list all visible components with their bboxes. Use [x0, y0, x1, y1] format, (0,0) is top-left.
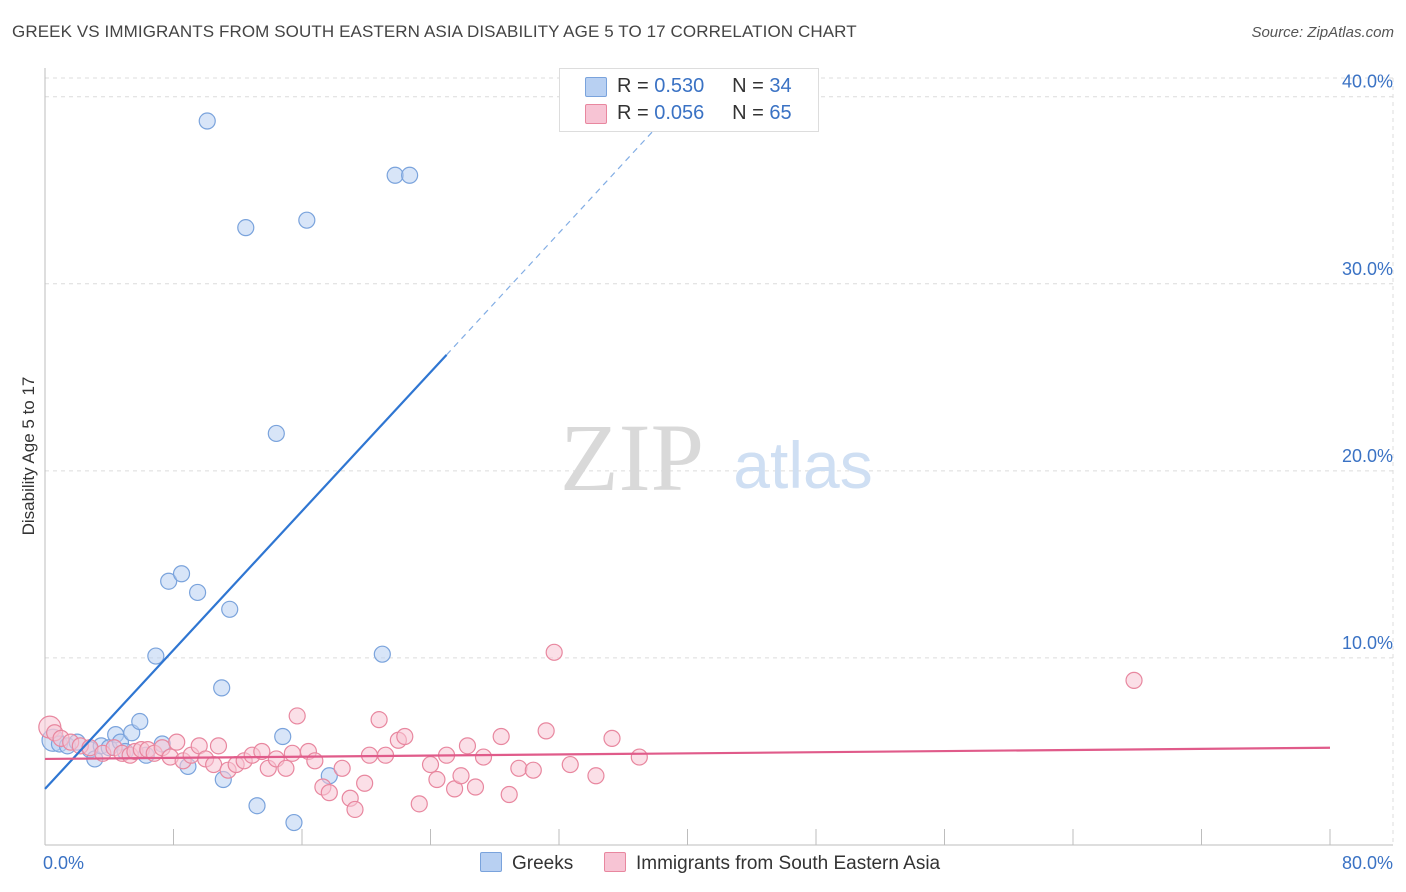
- immigrants-point: [510, 759, 528, 777]
- immigrants-point: [421, 755, 440, 774]
- immigrants-point: [466, 778, 485, 796]
- chart-title: GREEK VS IMMIGRANTS FROM SOUTH EASTERN A…: [12, 22, 857, 41]
- greeks-point: [386, 166, 404, 184]
- watermark-atlas: atlas: [733, 428, 872, 502]
- y-axis-label: Disability Age 5 to 17: [19, 377, 38, 536]
- greeks-point: [131, 712, 149, 731]
- legend-immigrants-r: 0.056: [654, 102, 705, 124]
- y-tick-label: 10.0%: [1342, 633, 1393, 653]
- y-tick-label: 30.0%: [1342, 259, 1393, 279]
- legend-greeks-n: 34: [769, 75, 792, 97]
- immigrants-point: [428, 770, 446, 789]
- immigrants-point: [492, 727, 510, 746]
- labels-layer: 10.0% 20.0% 30.0% 40.0% 0.0% 80.0% Disability …: [19, 72, 1393, 873]
- immigrants-point: [500, 785, 518, 804]
- legend-n-label: N =: [732, 75, 764, 97]
- greeks-point: [248, 797, 266, 815]
- legend-r-label: R =: [617, 102, 649, 124]
- watermark-zip: ZIP: [560, 404, 704, 511]
- bottom-legend-swatch-immigrants: [604, 852, 626, 872]
- legend-swatch-immigrants: [585, 104, 607, 124]
- immigrants-point: [306, 752, 324, 770]
- immigrants-point: [253, 742, 271, 761]
- immigrants-point: [356, 774, 374, 792]
- immigrants-point: [587, 767, 605, 785]
- immigrants-point: [277, 759, 295, 777]
- immigrants-trend-line: [44, 746, 1331, 761]
- immigrants-point: [168, 733, 186, 751]
- chart-source: Source: ZipAtlas.com: [1251, 24, 1394, 41]
- axis-layer: [44, 68, 1393, 846]
- greeks-point: [172, 565, 191, 583]
- immigrants-point: [537, 722, 555, 740]
- immigrants-point: [283, 744, 301, 762]
- legend-r-label: R =: [617, 75, 649, 97]
- greeks-point: [213, 679, 231, 697]
- greeks-trend-line-extension: [446, 128, 656, 356]
- greeks-point: [147, 647, 165, 665]
- greeks-point: [298, 211, 316, 229]
- watermark: ZIP atlas: [560, 404, 873, 511]
- greeks-point: [401, 166, 419, 184]
- immigrants-point: [452, 767, 470, 785]
- immigrants-point: [524, 761, 542, 779]
- immigrants-point: [603, 729, 621, 747]
- greeks-point: [198, 112, 216, 130]
- x-tick-label-left: 0.0%: [43, 853, 84, 873]
- greeks-point: [237, 219, 255, 237]
- immigrants-point: [474, 748, 493, 766]
- immigrants-point: [370, 711, 388, 729]
- immigrants-point: [630, 748, 648, 766]
- legend-n-label: N =: [732, 102, 764, 124]
- immigrants-point: [346, 800, 364, 819]
- bottom-legend-greeks: Greeks: [480, 852, 573, 875]
- immigrants-point: [320, 784, 338, 802]
- immigrants-point: [410, 795, 428, 813]
- immigrants-point: [1125, 671, 1143, 689]
- greeks-point: [274, 727, 292, 746]
- bottom-legend-swatch-greeks: [480, 852, 502, 872]
- stats-legend: R = 0.530 N = 34 R = 0.056 N = 65: [559, 68, 819, 132]
- points-layer: [38, 112, 1143, 832]
- greeks-point: [267, 424, 285, 443]
- bottom-legend-label-immigrants: Immigrants from South Eastern Asia: [636, 853, 941, 874]
- greeks-point: [221, 600, 239, 618]
- grid-layer: [45, 77, 1395, 845]
- immigrants-point: [396, 727, 414, 746]
- bottom-legend-immigrants: Immigrants from South Eastern Asia: [604, 852, 940, 875]
- immigrants-point: [333, 759, 351, 777]
- greeks-trend-line: [44, 354, 448, 790]
- immigrants-point: [458, 737, 477, 755]
- x-tick-label-right: 80.0%: [1342, 853, 1393, 873]
- bottom-legend-label-greeks: Greeks: [512, 853, 574, 874]
- legend-immigrants-n: 65: [769, 102, 792, 124]
- y-tick-label: 20.0%: [1342, 446, 1393, 466]
- immigrants-point: [288, 707, 306, 725]
- greeks-point: [285, 813, 303, 832]
- immigrants-point: [205, 755, 223, 774]
- immigrants-point: [561, 755, 579, 774]
- legend-swatch-greeks: [585, 77, 607, 97]
- trend-layer: [44, 128, 1331, 790]
- greeks-point: [188, 583, 207, 602]
- greeks-point: [160, 572, 178, 590]
- immigrants-point: [545, 643, 563, 661]
- greeks-point: [373, 645, 391, 663]
- immigrants-point: [209, 737, 228, 755]
- y-tick-label: 40.0%: [1342, 72, 1393, 92]
- legend-greeks-r: 0.530: [654, 75, 705, 97]
